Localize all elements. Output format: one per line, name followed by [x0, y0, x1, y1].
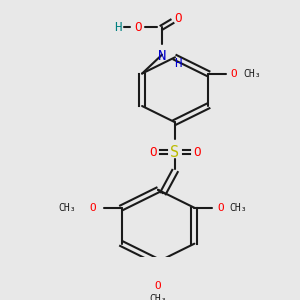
Text: H: H [114, 21, 122, 34]
Text: CH₃: CH₃ [243, 68, 261, 79]
Text: CH₃: CH₃ [149, 294, 167, 300]
Text: CH₃: CH₃ [230, 203, 247, 213]
Text: O: O [193, 146, 201, 159]
Text: H: H [174, 57, 182, 70]
Text: O: O [149, 146, 157, 159]
Text: O: O [89, 203, 96, 213]
Text: CH₃: CH₃ [58, 203, 76, 213]
Text: O: O [217, 203, 224, 213]
Text: S: S [170, 145, 180, 160]
Text: O: O [230, 68, 237, 79]
Text: N: N [158, 50, 166, 63]
Text: O: O [174, 12, 182, 25]
Text: O: O [134, 21, 142, 34]
Text: O: O [154, 280, 161, 291]
